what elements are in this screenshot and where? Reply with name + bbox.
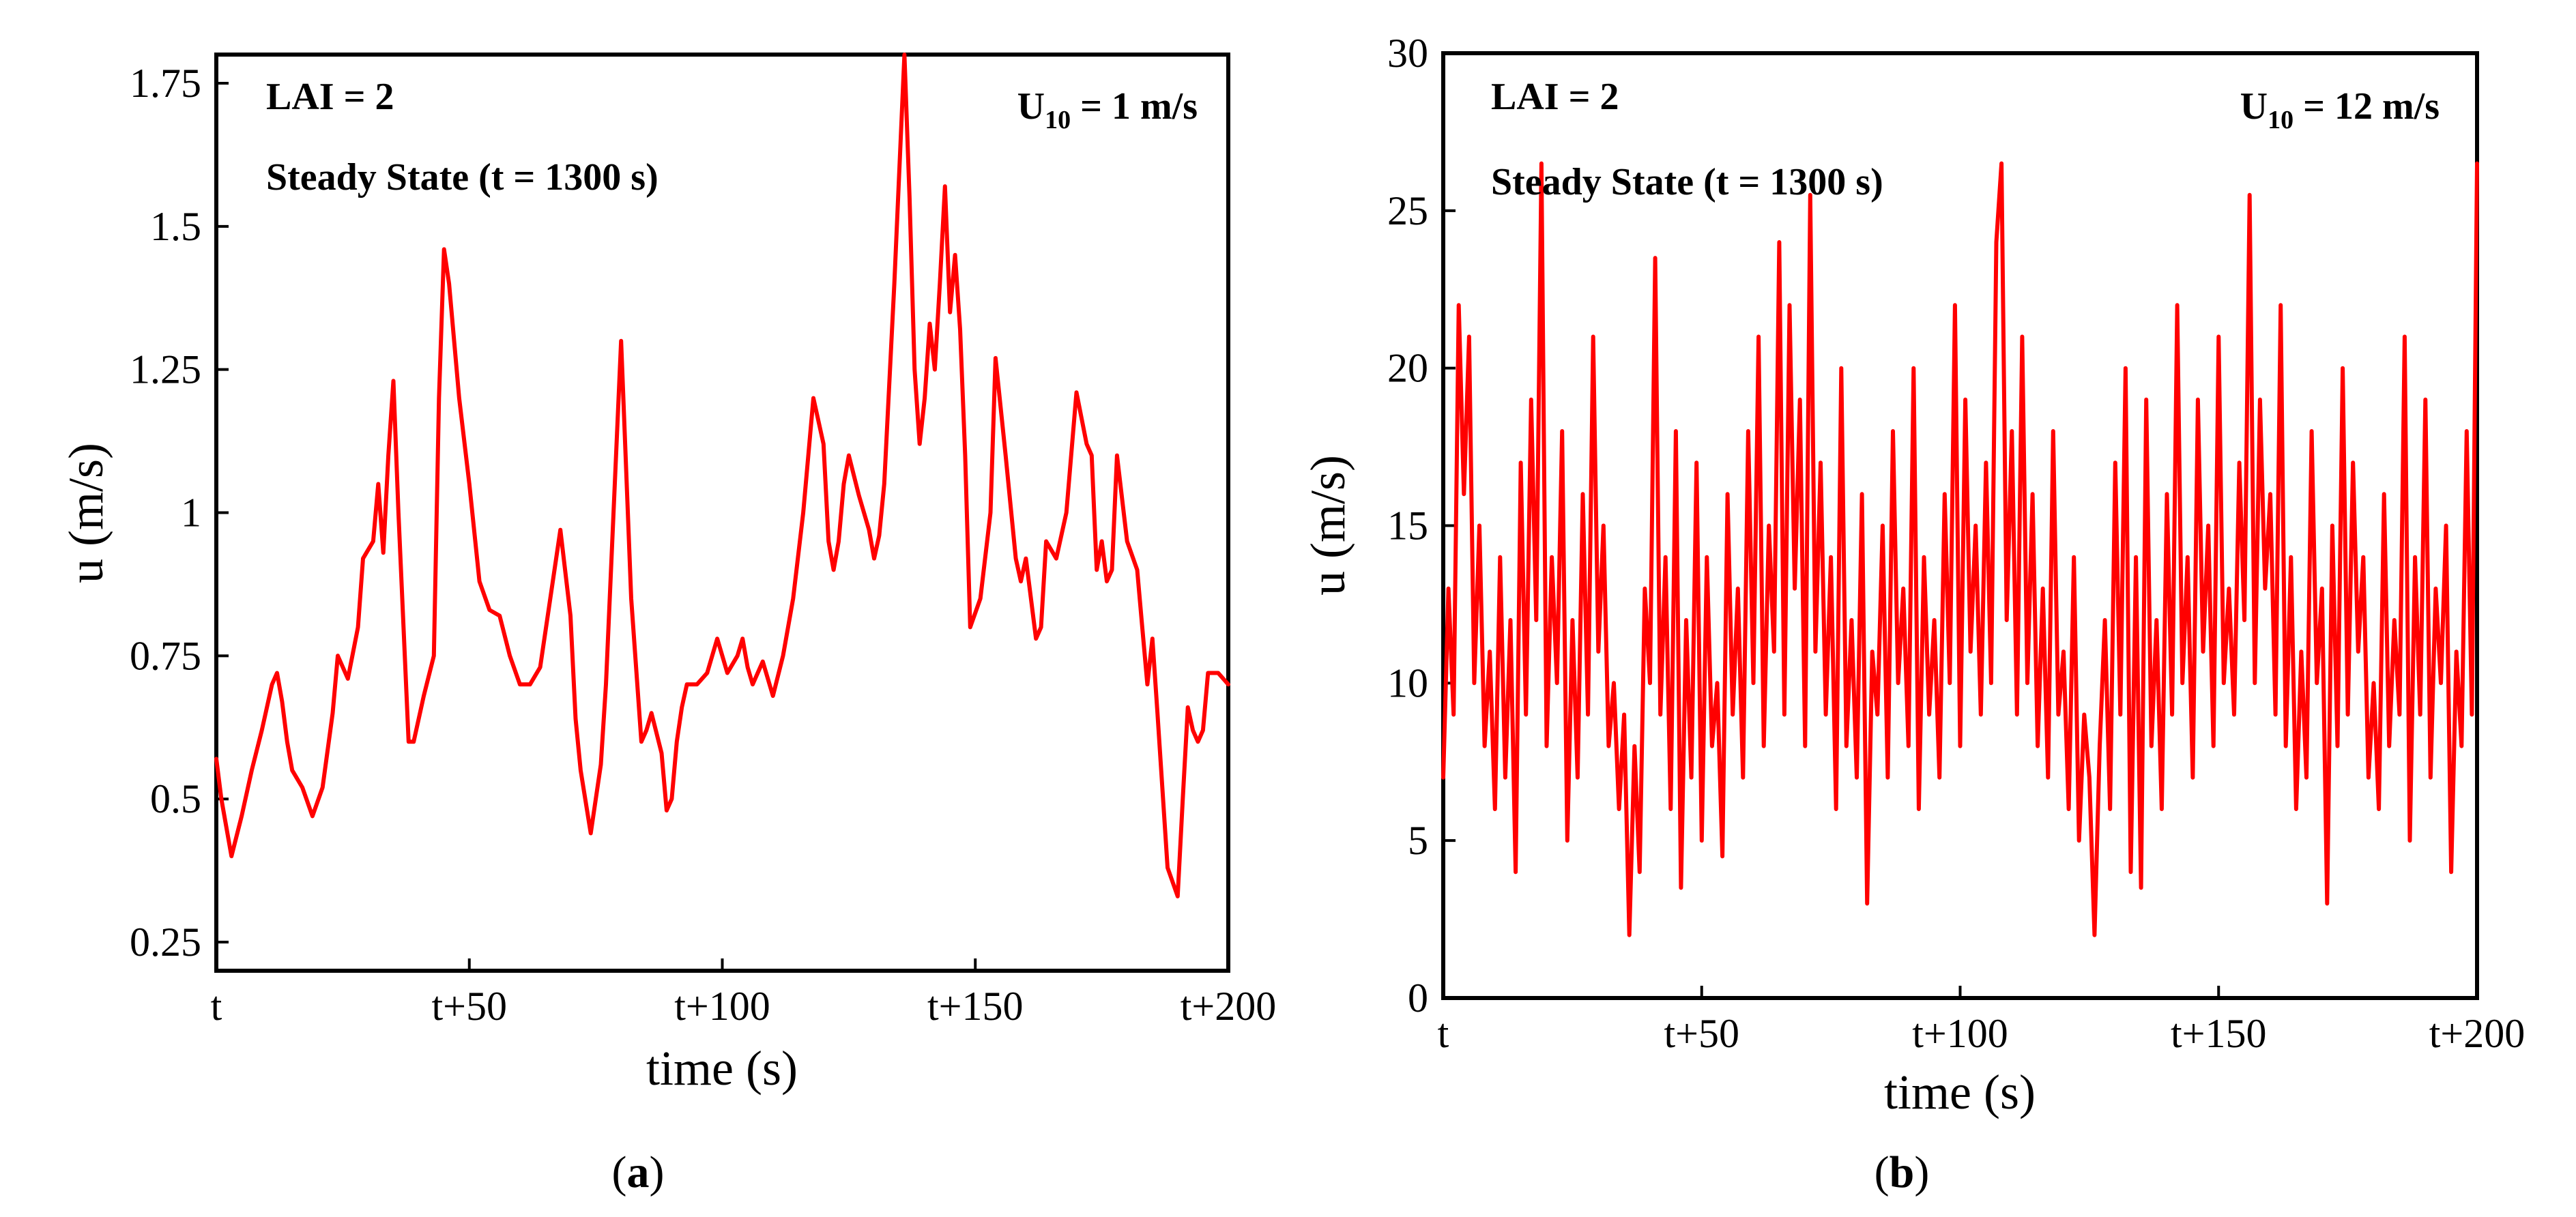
lai-label-a: LAI = 2	[266, 76, 394, 118]
x-axis-title-a: time (s)	[646, 1041, 798, 1096]
x-tick-label-a-3: t+150	[927, 984, 1024, 1029]
y-tick-label-b-1: 5	[1408, 818, 1428, 863]
y-ticks-b: 0 5 10 15 20 25 30	[1387, 31, 1456, 1021]
y-tick-label-b-5: 25	[1387, 188, 1428, 233]
state-label-a: Steady State (t = 1300 s)	[266, 156, 659, 199]
chart-panel-a: t t+50 t+100 t+150 t+200 0.25 0.5 0.75 1 1.25 1.5…	[59, 53, 1277, 1197]
y-tick-label-b-4: 20	[1387, 346, 1428, 391]
x-tick-label-b-2: t+100	[1912, 1011, 2008, 1056]
wind-label-a: U10 = 1 m/s	[1017, 85, 1198, 134]
x-tick-label-b-3: t+150	[2171, 1011, 2267, 1056]
panel-label-a: (a)	[612, 1147, 665, 1197]
chart-panel-b: t t+50 t+100 t+150 t+200 0 5 10 15 20 25 30 LAI = …	[1301, 31, 2525, 1197]
y-tick-label-a-5: 1.5	[150, 204, 201, 249]
wind-label-b: U10 = 12 m/s	[2240, 85, 2440, 134]
x-ticks-b: t t+50 t+100 t+150 t+200	[1438, 986, 2526, 1056]
y-tick-label-a-0: 0.25	[130, 920, 201, 965]
x-tick-label-a-2: t+100	[674, 984, 770, 1029]
x-tick-label-a-0: t	[211, 984, 222, 1029]
panel-label-b: (b)	[1875, 1147, 1930, 1197]
x-tick-label-b-0: t	[1438, 1011, 1449, 1056]
lai-label-b: LAI = 2	[1491, 76, 1619, 118]
x-tick-label-a-1: t+50	[431, 984, 507, 1029]
x-tick-label-b-1: t+50	[1664, 1011, 1739, 1056]
y-tick-label-a-6: 1.75	[130, 61, 201, 106]
y-tick-label-a-2: 0.75	[130, 633, 201, 678]
y-tick-label-a-1: 0.5	[150, 776, 201, 821]
y-tick-label-a-3: 1	[181, 490, 201, 536]
state-label-b: Steady State (t = 1300 s)	[1491, 161, 1883, 203]
x-axis-title-b: time (s)	[1884, 1065, 2036, 1119]
y-tick-label-b-2: 10	[1387, 660, 1428, 705]
series-line-b	[1441, 161, 2479, 937]
y-tick-label-b-6: 30	[1387, 31, 1428, 76]
y-ticks-a: 0.25 0.5 0.75 1 1.25 1.5 1.75	[130, 61, 229, 965]
y-axis-title-b: u (m/s)	[1301, 455, 1355, 596]
y-tick-label-b-0: 0	[1408, 976, 1428, 1021]
x-tick-label-b-4: t+200	[2429, 1011, 2526, 1056]
x-tick-label-a-4: t+200	[1181, 984, 1277, 1029]
y-tick-label-b-3: 15	[1387, 503, 1428, 548]
y-tick-label-a-4: 1.25	[130, 347, 201, 392]
x-ticks-a: t t+50 t+100 t+150 t+200	[211, 958, 1277, 1029]
series-line-a	[214, 53, 1230, 898]
y-axis-title-a: u (m/s)	[59, 443, 113, 583]
